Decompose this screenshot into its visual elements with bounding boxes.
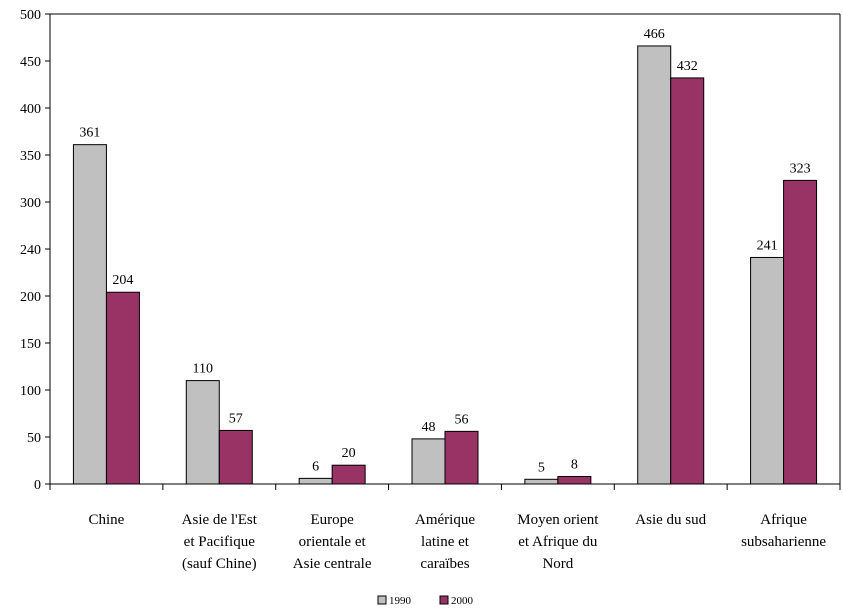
category-label: Asie de l'Est et Pacifique (sauf Chine) bbox=[182, 512, 258, 572]
data-label-1990: 110 bbox=[193, 362, 213, 377]
category-label-line: Amérique bbox=[415, 512, 475, 528]
y-tick-label: 0 bbox=[34, 478, 41, 493]
category-label: Moyen orient et Afrique du Nord bbox=[517, 512, 599, 572]
category-label-line: Nord bbox=[542, 556, 573, 572]
y-tick-label: 100 bbox=[20, 384, 41, 399]
category-labels: Chine Asie de l'Est et Pacifique (sauf Chin… bbox=[89, 512, 827, 572]
y-tick-label: 240 bbox=[20, 243, 41, 258]
data-label-1990: 361 bbox=[79, 126, 100, 141]
category-label-line: (sauf Chine) bbox=[182, 556, 257, 572]
category-label-line: orientale et bbox=[299, 534, 367, 550]
data-label-1990: 5 bbox=[538, 460, 545, 475]
category-label-line: et Afrique du bbox=[518, 534, 598, 550]
bar-2000 bbox=[557, 475, 592, 485]
data-label-2000: 56 bbox=[455, 412, 469, 427]
bar-1990 bbox=[637, 45, 672, 485]
category-label-line: Afrique bbox=[760, 512, 807, 528]
bar-1990 bbox=[185, 380, 220, 485]
data-label-2000: 20 bbox=[342, 446, 356, 461]
y-tick-label: 400 bbox=[20, 102, 41, 117]
category-label-line: et Pacifique bbox=[184, 534, 256, 550]
y-axis-ticks: 0 50 100 150 200 240 300 350 400 450 500 bbox=[20, 8, 50, 493]
legend-swatch-2000 bbox=[439, 595, 449, 605]
data-label-2000: 432 bbox=[677, 59, 698, 74]
category-label-line: latine et bbox=[421, 534, 470, 550]
y-tick-label: 200 bbox=[20, 290, 41, 305]
bar-2000 bbox=[444, 430, 479, 485]
data-label-1990: 466 bbox=[644, 27, 665, 42]
bar-2000 bbox=[218, 429, 253, 485]
data-label-1990: 48 bbox=[422, 420, 436, 435]
y-tick-label: 450 bbox=[20, 55, 41, 70]
bar-1990 bbox=[524, 478, 559, 485]
bar-1990 bbox=[750, 256, 785, 485]
y-tick-label: 50 bbox=[27, 431, 41, 446]
bar-1990 bbox=[298, 477, 333, 485]
category-label-line: Moyen orient bbox=[517, 512, 599, 528]
data-label-1990: 241 bbox=[757, 238, 778, 253]
category-label: Asie du sud bbox=[635, 512, 706, 528]
bars bbox=[72, 45, 818, 485]
y-tick-label: 350 bbox=[20, 149, 41, 164]
data-labels: 361 204 110 57 6 20 48 56 5 8 466 432 241 323 bbox=[79, 27, 810, 475]
y-tick-label: 300 bbox=[20, 196, 41, 211]
category-label-line: subsaharienne bbox=[741, 534, 826, 550]
category-label: Afrique subsaharienne bbox=[741, 512, 826, 550]
category-label: Chine bbox=[89, 512, 125, 528]
category-label-line: Asie du sud bbox=[635, 512, 706, 528]
category-label-line: Asie centrale bbox=[293, 556, 372, 572]
legend-swatch-1990 bbox=[377, 595, 387, 605]
bar-2000 bbox=[331, 464, 366, 485]
legend-label-1990: 1990 bbox=[389, 595, 412, 607]
category-label-line: caraïbes bbox=[420, 556, 469, 572]
data-label-2000: 8 bbox=[571, 457, 578, 472]
data-label-2000: 323 bbox=[790, 161, 811, 176]
category-label-line: Chine bbox=[89, 512, 125, 528]
bar-2000 bbox=[783, 179, 818, 485]
data-label-1990: 6 bbox=[312, 459, 319, 474]
y-tick-label: 500 bbox=[20, 8, 41, 23]
y-tick-label: 150 bbox=[20, 337, 41, 352]
data-label-2000: 57 bbox=[229, 411, 243, 426]
category-label: Europe orientale et Asie centrale bbox=[293, 512, 372, 572]
axes bbox=[49, 13, 841, 490]
bar-1990 bbox=[411, 438, 446, 485]
category-label-line: Europe bbox=[310, 512, 354, 528]
legend-label-2000: 2000 bbox=[451, 595, 474, 607]
legend: 1990 2000 bbox=[377, 595, 474, 607]
bar-2000 bbox=[105, 291, 140, 485]
bar-1990 bbox=[72, 144, 107, 485]
category-label-line: Asie de l'Est bbox=[182, 512, 258, 528]
bar-2000 bbox=[670, 77, 705, 485]
data-label-2000: 204 bbox=[112, 273, 133, 288]
category-label: Amérique latine et caraïbes bbox=[415, 512, 475, 572]
